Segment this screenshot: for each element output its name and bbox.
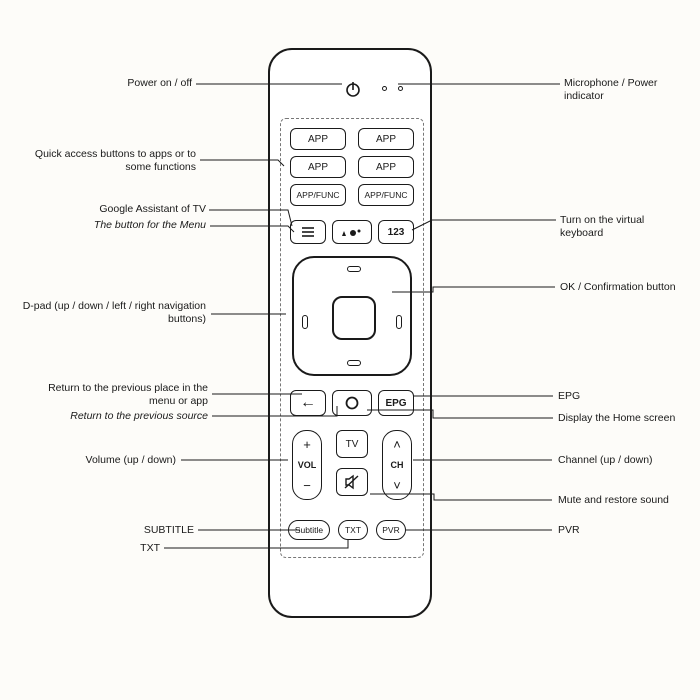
remote-outline: APP APP APP APP APP/FUNC APP/FUNC 123 ← … <box>268 48 432 618</box>
pvr-button: PVR <box>376 520 406 540</box>
power-icon <box>344 80 362 98</box>
google-assistant-button <box>332 220 372 244</box>
menu-button <box>290 220 326 244</box>
epg-button: EPG <box>378 390 414 416</box>
mute-button <box>336 468 368 496</box>
appfunc-button-2: APP/FUNC <box>358 184 414 206</box>
volume-label: VOL <box>298 460 317 470</box>
app-button-4: APP <box>358 156 414 178</box>
app-button-1: APP <box>290 128 346 150</box>
label-subtitle: SUBTITLE <box>20 524 194 537</box>
label-back: Return to the previous place in the menu… <box>20 382 208 408</box>
volume-up-icon: + <box>303 437 311 452</box>
label-ok: OK / Confirmation button <box>560 281 690 294</box>
appfunc-button-1: APP/FUNC <box>290 184 346 206</box>
mute-icon <box>343 473 361 491</box>
label-quick-access: Quick access buttons to apps or to some … <box>20 148 196 174</box>
dpad <box>292 256 412 376</box>
home-circle-icon <box>344 395 360 411</box>
channel-label: CH <box>391 460 404 470</box>
mic-led-icon <box>382 86 387 91</box>
channel-down-icon: ˅ <box>393 478 401 493</box>
label-source: Return to the previous source <box>20 410 208 423</box>
dpad-right-icon <box>396 315 402 329</box>
label-txt: TXT <box>20 542 160 555</box>
label-home: Display the Home screen <box>558 412 688 425</box>
label-google-assistant: Google Assistant of TV <box>20 203 206 216</box>
txt-button: TXT <box>338 520 368 540</box>
volume-rocker: + VOL − <box>292 430 322 500</box>
dpad-up-icon <box>347 266 361 272</box>
app-button-2: APP <box>358 128 414 150</box>
label-power: Power on / off <box>20 77 192 90</box>
home-button <box>332 390 372 416</box>
dpad-left-icon <box>302 315 308 329</box>
subtitle-button: Subtitle <box>288 520 330 540</box>
menu-icon <box>300 226 316 238</box>
dpad-down-icon <box>347 360 361 366</box>
label-virtual-keyboard: Turn on the virtual keyboard <box>560 214 690 240</box>
ok-button <box>332 296 376 340</box>
label-channel: Channel (up / down) <box>558 454 688 467</box>
app-button-3: APP <box>290 156 346 178</box>
power-led-icon <box>398 86 403 91</box>
assistant-icon <box>341 225 363 239</box>
label-pvr: PVR <box>558 524 688 537</box>
label-epg: EPG <box>558 390 688 403</box>
channel-up-icon: ˄ <box>393 437 401 452</box>
back-button: ← <box>290 390 326 416</box>
label-mute: Mute and restore sound <box>558 494 688 507</box>
volume-down-icon: − <box>303 478 311 493</box>
label-volume: Volume (up / down) <box>20 454 176 467</box>
tv-button: TV <box>336 430 368 458</box>
channel-rocker: ˄ CH ˅ <box>382 430 412 500</box>
label-mic-indicator: Microphone / Power indicator <box>564 77 694 103</box>
virtual-keyboard-button: 123 <box>378 220 414 244</box>
label-menu-button: The button for the Menu <box>20 219 206 232</box>
label-dpad: D-pad (up / down / left / right navigati… <box>20 300 206 326</box>
